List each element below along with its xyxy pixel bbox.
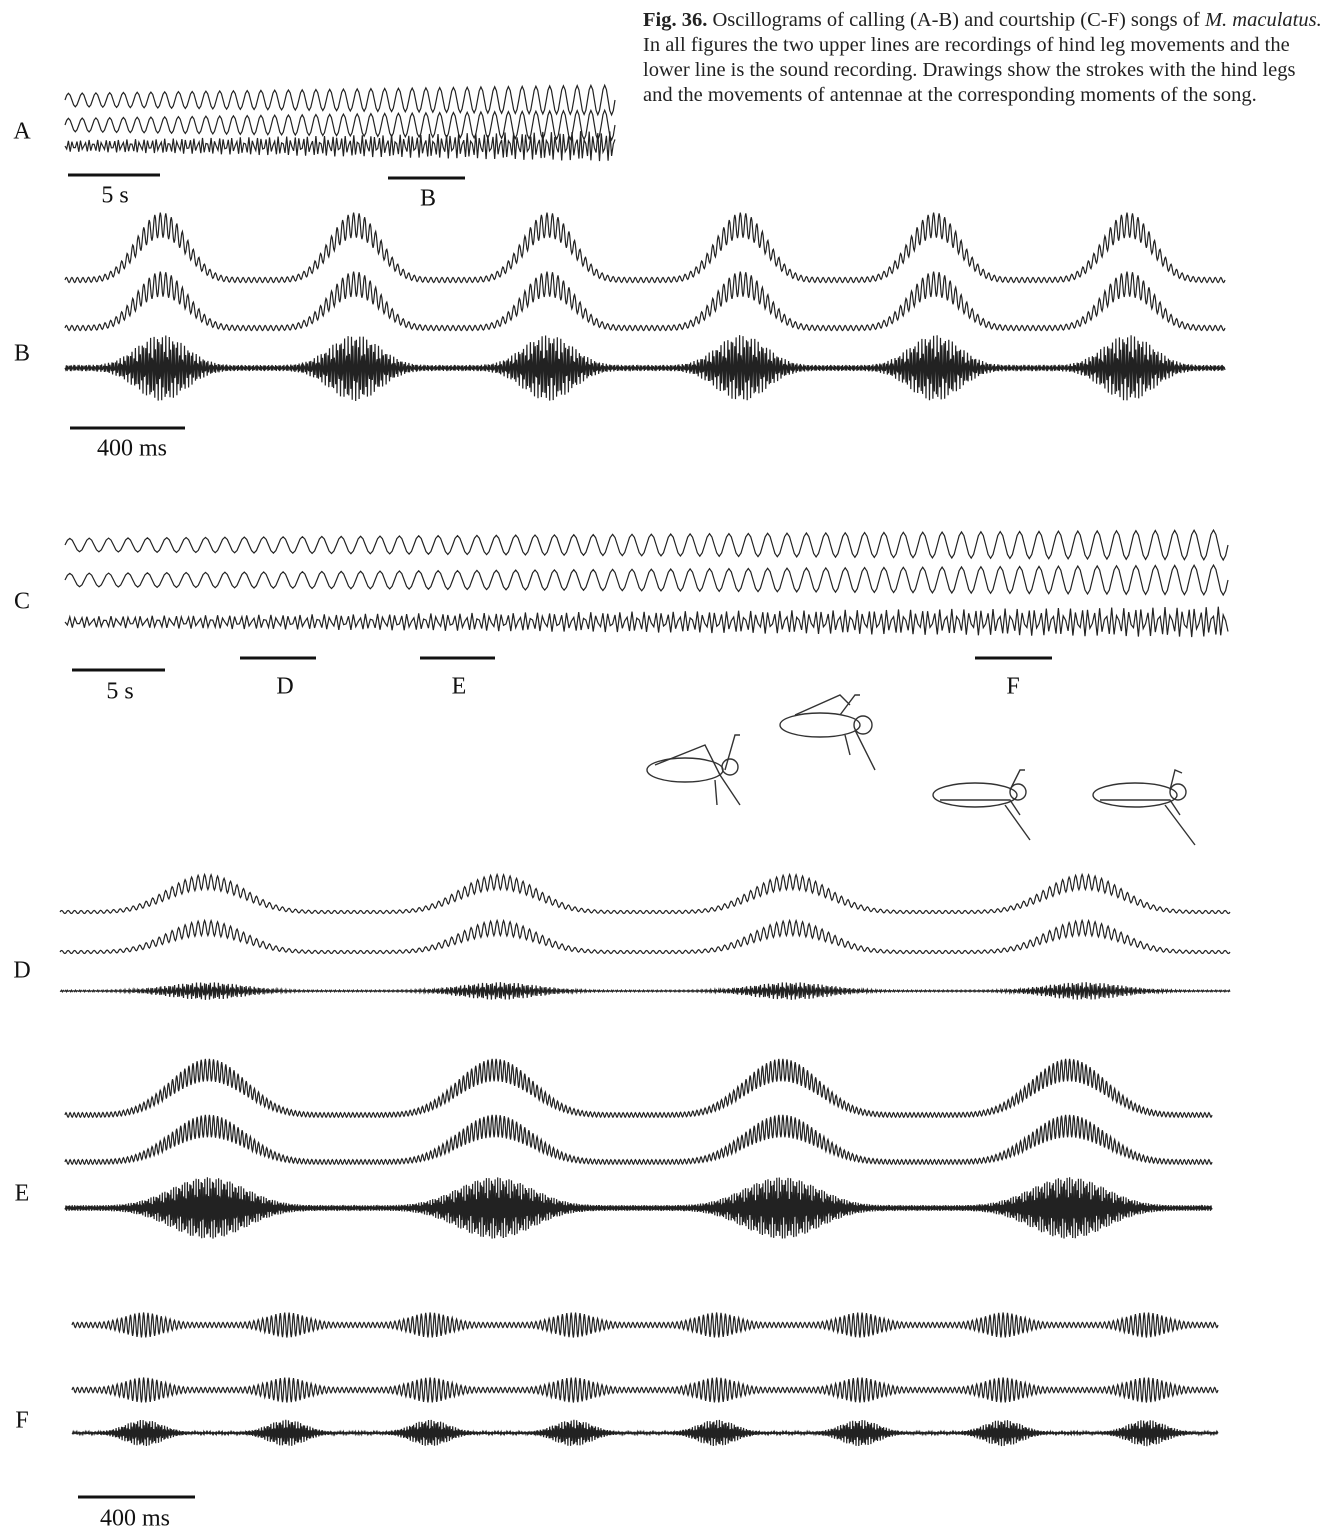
sound-trace xyxy=(59,982,1231,1000)
leg-movement-trace xyxy=(59,918,1231,955)
leg-movement-trace xyxy=(64,563,1229,597)
scale-bar-label: 5 s xyxy=(106,679,133,705)
panel-label: C xyxy=(14,589,30,615)
caption-species: M. maculatus. xyxy=(1204,9,1322,31)
leg-movement-trace xyxy=(71,1312,1219,1338)
grasshopper-drawings xyxy=(646,694,1196,846)
leg-movement-trace xyxy=(64,1114,1213,1166)
scale-bar-label: F xyxy=(1006,674,1019,700)
scale-bar-label: E xyxy=(452,674,467,700)
grasshopper xyxy=(646,734,741,806)
scale-bar-label: 400 ms xyxy=(100,1506,170,1531)
scale-bar-label: D xyxy=(276,674,293,700)
leg-movement-trace xyxy=(64,528,1229,562)
panel-label: E xyxy=(15,1181,30,1207)
panel-label: F xyxy=(15,1408,28,1434)
leg-movement-trace xyxy=(64,108,616,142)
sound-trace xyxy=(64,131,616,162)
grasshopper xyxy=(779,694,876,771)
panel-label: B xyxy=(14,341,30,367)
caption-rest: In all figures the two upper lines are r… xyxy=(643,34,1296,106)
figure-caption: Fig. 36. Oscillograms of calling (A-B) a… xyxy=(643,8,1323,108)
leg-movement-trace xyxy=(64,83,616,117)
leg-movement-trace xyxy=(64,212,1226,284)
scale-bar-label: 5 s xyxy=(101,183,128,209)
sound-trace xyxy=(64,606,1229,638)
leg-movement-trace xyxy=(64,271,1226,332)
leg-movement-trace xyxy=(59,872,1231,915)
sound-trace xyxy=(64,335,1226,402)
leg-movement-trace xyxy=(64,1058,1213,1119)
scale-bar-label: B xyxy=(420,186,436,212)
sound-trace xyxy=(64,1177,1213,1239)
grasshopper xyxy=(932,769,1031,841)
panel-label: A xyxy=(13,119,31,145)
caption-label: Fig. 36. xyxy=(643,9,708,31)
panel-label: D xyxy=(13,958,30,984)
leg-movement-trace xyxy=(71,1377,1219,1403)
caption-text: Oscillograms of calling (A-B) and courts… xyxy=(712,9,1200,31)
scale-bar-label: 400 ms xyxy=(97,436,167,462)
grasshopper xyxy=(1092,769,1196,846)
sound-trace xyxy=(71,1419,1219,1447)
